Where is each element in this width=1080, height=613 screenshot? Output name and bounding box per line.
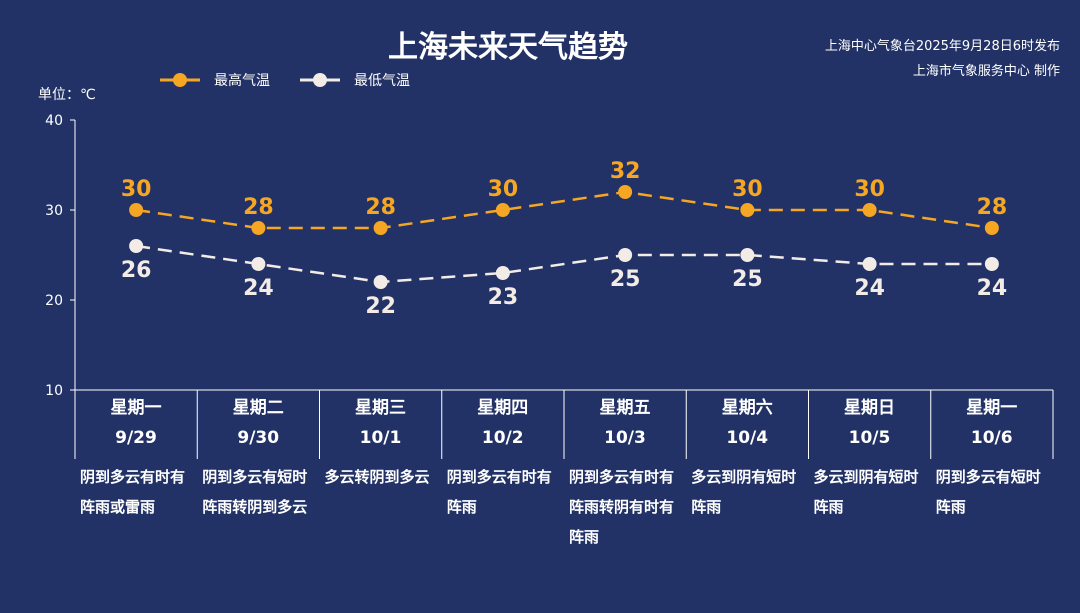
data-label-high: 30 [732, 177, 763, 202]
data-label-high: 30 [121, 177, 152, 202]
data-label-high: 28 [243, 195, 274, 220]
data-label-low: 22 [365, 294, 396, 319]
date-label: 9/30 [237, 428, 280, 448]
data-label-high: 32 [610, 159, 641, 184]
legend-item-high: 最高气温 [160, 70, 270, 90]
data-point-low [251, 257, 266, 271]
unit-label: 单位：℃ [38, 87, 96, 103]
legend-high-marker [160, 73, 200, 87]
day-cell: 星期一 9/29 [75, 393, 197, 459]
day-cell: 星期二 9/30 [197, 393, 319, 459]
day-cell: 星期一 10/6 [931, 393, 1053, 459]
date-label: 10/2 [481, 428, 524, 448]
source-line-2: 上海市气象服务中心 制作 [912, 64, 1060, 79]
weekday-label: 星期三 [355, 398, 406, 418]
legend-high-label: 最高气温 [214, 73, 270, 89]
weather-description: 阴到多云有短时阵雨 [935, 468, 1041, 516]
legend-low-label: 最低气温 [354, 73, 410, 89]
legend-low-marker [300, 73, 340, 87]
data-label-low: 24 [854, 276, 885, 301]
data-point-low [740, 248, 755, 262]
weekday-label: 星期一 [966, 398, 1018, 418]
data-point-low [984, 257, 999, 271]
weekday-label: 星期五 [599, 398, 651, 418]
data-label-low: 23 [488, 285, 519, 310]
data-label-high: 30 [488, 177, 519, 202]
data-label-low: 24 [977, 276, 1008, 301]
weather-description: 多云到阴有短时阵雨 [691, 468, 797, 516]
date-label: 10/3 [604, 428, 646, 448]
source-line-1: 上海中心气象台2025年9月28日6时发布 [824, 39, 1060, 54]
weather-description: 阴到多云有时有阵雨转阴有时有阵雨 [569, 468, 675, 546]
data-point-low [862, 257, 877, 271]
series-line-high [135, 190, 993, 230]
data-point-high [984, 221, 999, 235]
weather-description: 多云到阴有短时阵雨 [813, 468, 919, 516]
y-tick-label: 20 [45, 293, 63, 309]
data-point-high [618, 185, 633, 199]
date-label: 10/1 [359, 428, 402, 448]
data-point-high [129, 203, 144, 217]
data-label-high: 30 [854, 177, 885, 202]
weekday-label: 星期二 [232, 398, 284, 418]
data-label-low: 24 [243, 276, 274, 301]
data-point-low [495, 266, 510, 280]
data-point-low [129, 239, 144, 253]
y-tick-label: 10 [45, 383, 63, 399]
data-point-high [373, 221, 388, 235]
series-line-low [135, 244, 992, 284]
data-point-high [251, 221, 266, 235]
source-info: 上海中心气象台2025年9月28日6时发布 上海市气象服务中心 制作 [825, 34, 1060, 84]
chart-title: 上海未来天气趋势 [388, 30, 628, 65]
weekday-label: 星期日 [844, 398, 895, 418]
data-label-high: 28 [977, 195, 1008, 220]
data-point-high [740, 203, 755, 217]
data-point-low [618, 248, 633, 262]
day-cell: 星期三 10/1 [320, 393, 442, 459]
day-cell: 星期日 10/5 [809, 393, 931, 459]
date-label: 10/4 [726, 428, 769, 448]
weather-description: 阴到多云有时有阵雨 [446, 468, 552, 516]
data-point-high [495, 203, 510, 217]
weekday-label: 星期四 [477, 398, 529, 418]
data-label-low: 25 [610, 267, 641, 292]
weather-description: 阴到多云有短时阵雨转阴到多云 [202, 468, 308, 516]
weekday-label: 星期一 [110, 398, 162, 418]
day-cell: 星期五 10/3 [564, 393, 686, 459]
day-cell: 星期四 10/2 [442, 393, 564, 459]
day-cell: 星期六 10/4 [686, 393, 808, 459]
date-label: 9/29 [115, 428, 157, 448]
data-label-high: 28 [365, 195, 396, 220]
date-label: 10/6 [970, 428, 1013, 448]
data-point-high [862, 203, 877, 217]
y-tick-label: 30 [45, 203, 63, 219]
weather-description: 阴到多云有时有阵雨或雷雨 [80, 468, 186, 516]
data-label-low: 25 [732, 267, 763, 292]
date-label: 10/5 [848, 428, 891, 448]
legend-item-low: 最低气温 [300, 70, 410, 90]
weather-description: 多云转阴到多云 [324, 468, 430, 486]
legend: 最高气温 最低气温 [160, 70, 440, 90]
data-label-low: 26 [121, 258, 152, 283]
weekday-label: 星期六 [721, 398, 773, 418]
data-point-low [373, 275, 388, 289]
y-tick-label: 40 [45, 113, 63, 129]
